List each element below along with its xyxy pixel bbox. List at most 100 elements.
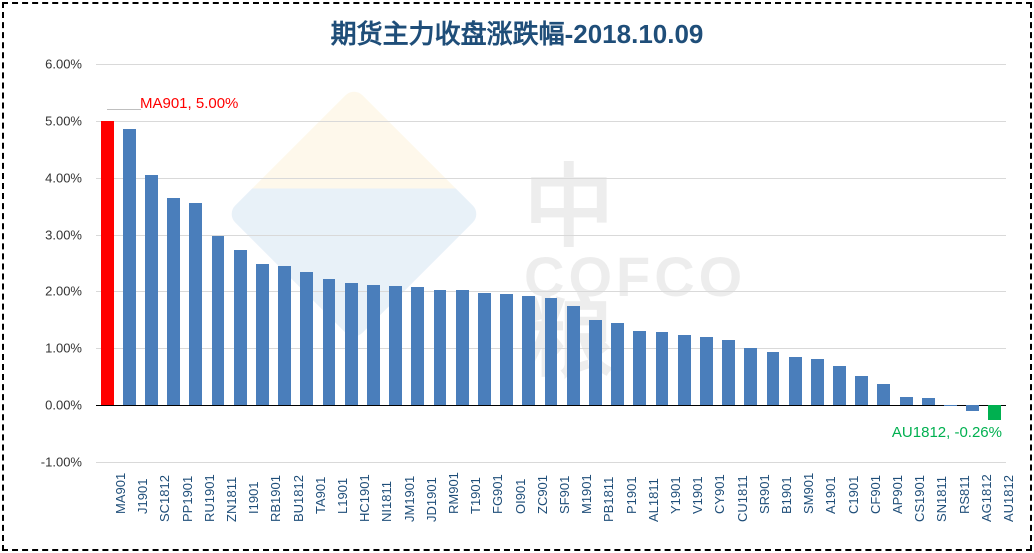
x-tick-label: SN1811: [934, 476, 949, 522]
x-tick-label: RM901: [446, 472, 461, 514]
x-tick-label: NI1811: [379, 481, 394, 522]
gridline: [96, 235, 1006, 236]
bar: [922, 398, 935, 405]
bar: [278, 266, 291, 405]
bar: [944, 405, 957, 406]
bar: [633, 331, 646, 405]
bar: [988, 405, 1001, 420]
x-tick-label: T1901: [468, 477, 483, 514]
zero-line: [96, 405, 1006, 406]
bar: [234, 250, 247, 405]
x-tick-label: AL1811: [646, 478, 661, 522]
x-tick-label: AU1812: [1001, 475, 1016, 522]
bar: [434, 290, 447, 405]
bar: [123, 129, 136, 405]
y-tick-label: 0.00%: [22, 398, 82, 413]
x-tick-label: Y1901: [668, 476, 683, 514]
x-tick-label: SC1812: [157, 475, 172, 522]
bar: [167, 198, 180, 406]
y-tick-label: 4.00%: [22, 170, 82, 185]
bar: [567, 306, 580, 406]
x-tick-label: PP1901: [180, 476, 195, 522]
bar: [811, 359, 824, 406]
x-tick-label: RS811: [957, 475, 972, 514]
bar: [522, 296, 535, 405]
gridline: [96, 178, 1006, 179]
plot-area: -1.00%0.00%1.00%2.00%3.00%4.00%5.00%6.00…: [96, 64, 1006, 462]
x-tick-label: OI901: [513, 479, 528, 514]
chart-frame: 期货主力收盘涨跌幅-2018.10.09 中粮 COFCO -1.00%0.00…: [2, 2, 1032, 551]
y-tick-label: 6.00%: [22, 57, 82, 72]
bar: [367, 285, 380, 406]
x-tick-label: SF901: [557, 476, 572, 514]
bar: [389, 286, 402, 405]
bar: [700, 337, 713, 405]
x-tick-label: CF901: [868, 475, 883, 514]
x-tick-label: V1901: [690, 476, 705, 514]
bar: [767, 352, 780, 405]
bar: [456, 290, 469, 405]
bar: [345, 283, 358, 405]
x-tick-label: AG1812: [979, 474, 994, 522]
bar: [900, 397, 913, 406]
x-tick-label: M1901: [579, 474, 594, 514]
x-tick-label: B1901: [779, 476, 794, 514]
bar: [877, 384, 890, 406]
y-tick-label: 2.00%: [22, 284, 82, 299]
bar: [478, 293, 491, 406]
bar: [212, 236, 225, 405]
x-tick-label: BU1812: [291, 475, 306, 522]
x-tick-label: TA901: [313, 477, 328, 514]
x-tick-label: J1901: [135, 479, 150, 514]
annotation-leader: [107, 109, 141, 110]
bar: [411, 287, 424, 405]
x-tick-label: L1901: [335, 478, 350, 514]
x-tick-label: CS1901: [912, 475, 927, 522]
bar: [656, 332, 669, 405]
bar: [855, 376, 868, 406]
bar: [101, 121, 114, 405]
gridline: [96, 64, 1006, 65]
bar: [189, 203, 202, 405]
bar: [833, 366, 846, 405]
annotation-max: MA901, 5.00%: [140, 95, 238, 112]
x-tick-label: HC1901: [357, 474, 372, 522]
x-tick-label: SM901: [801, 473, 816, 514]
bar: [256, 264, 269, 405]
annotation-min: AU1812, -0.26%: [892, 424, 1002, 441]
y-tick-label: -1.00%: [22, 455, 82, 470]
x-tick-label: CY901: [712, 474, 727, 514]
x-tick-label: ZC901: [535, 475, 550, 514]
y-tick-label: 1.00%: [22, 341, 82, 356]
x-tick-label: MA901: [113, 473, 128, 514]
x-tick-label: P1901: [624, 476, 639, 514]
bar: [145, 175, 158, 405]
x-tick-label: RB1901: [268, 475, 283, 522]
x-tick-label: AP901: [890, 475, 905, 514]
x-tick-label: SR901: [757, 474, 772, 514]
x-tick-label: FG901: [490, 474, 505, 514]
y-tick-label: 3.00%: [22, 227, 82, 242]
x-tick-label: I1901: [246, 481, 261, 514]
bar: [744, 348, 757, 405]
x-tick-label: PB1811: [601, 477, 616, 522]
x-tick-label: JM1901: [402, 476, 417, 522]
bar: [589, 320, 602, 405]
bar: [789, 357, 802, 405]
chart-title: 期货主力收盘涨跌幅-2018.10.09: [4, 14, 1030, 51]
gridline: [96, 121, 1006, 122]
x-tick-label: ZN1811: [224, 477, 239, 522]
bar: [323, 279, 336, 405]
bar: [722, 340, 735, 405]
gridline: [96, 291, 1006, 292]
x-tick-label: CU1811: [735, 475, 750, 522]
bar: [500, 294, 513, 405]
bar: [545, 298, 558, 405]
x-tick-label: A1901: [823, 476, 838, 514]
x-tick-label: RU1901: [202, 474, 217, 522]
bar: [300, 272, 313, 406]
bar: [611, 323, 624, 405]
y-tick-label: 5.00%: [22, 113, 82, 128]
x-tick-label: C1901: [846, 476, 861, 514]
x-tick-label: JD1901: [424, 477, 439, 522]
